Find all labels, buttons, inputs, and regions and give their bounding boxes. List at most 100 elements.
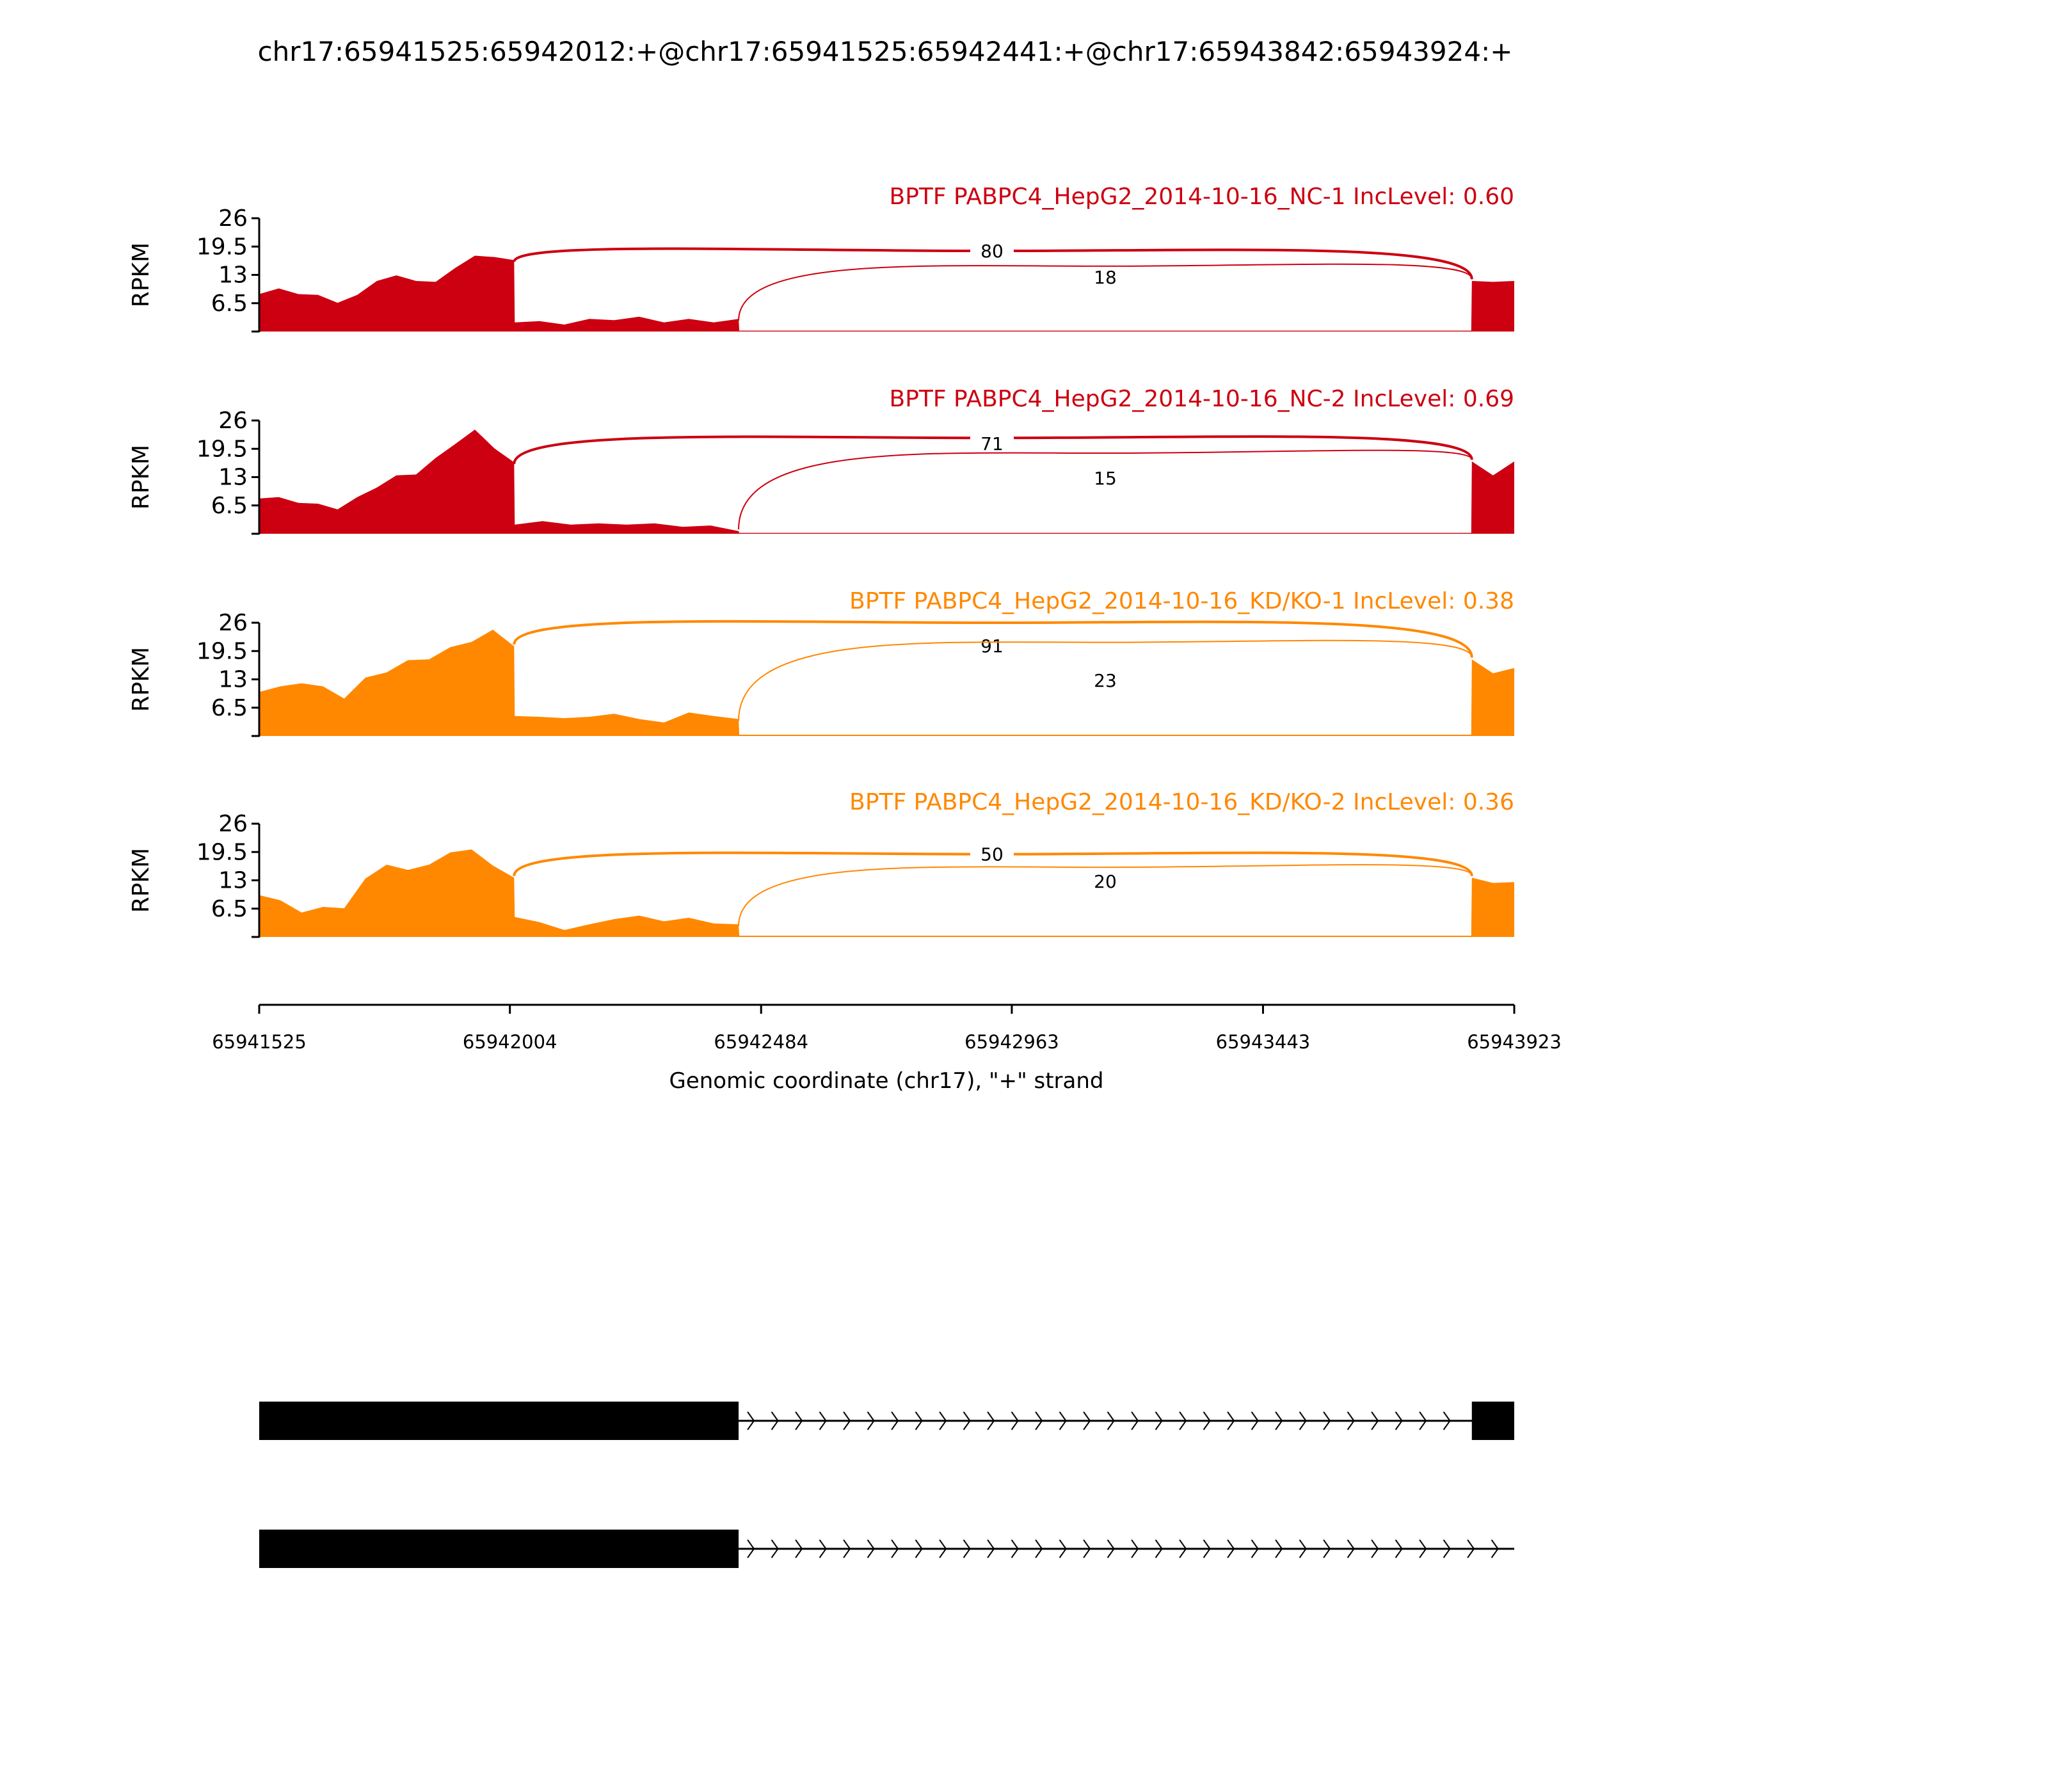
strand-arrow bbox=[1035, 1539, 1043, 1558]
sample-panel-2: 71 15 BPTF PABPC4_HepG2_2014-10-16_NC-2 In… bbox=[128, 386, 1514, 535]
coverage-area bbox=[259, 429, 1514, 534]
strand-arrow bbox=[891, 1411, 899, 1430]
strand-arrow bbox=[795, 1539, 803, 1558]
junction-label-bg bbox=[1084, 670, 1127, 691]
x-tick-label: 65943923 bbox=[1467, 1031, 1562, 1053]
junction-arc bbox=[513, 620, 1473, 658]
strand-arrow bbox=[1227, 1411, 1235, 1430]
y-tick-label: 19.5 bbox=[196, 234, 248, 260]
strand-arrow bbox=[963, 1539, 971, 1558]
strand-arrow bbox=[819, 1411, 827, 1430]
strand-arrow bbox=[1179, 1411, 1187, 1430]
x-tick-label: 65942004 bbox=[463, 1031, 557, 1053]
junction-label-bg bbox=[970, 636, 1014, 656]
strand-arrow bbox=[1395, 1411, 1403, 1430]
strand-arrow bbox=[1419, 1411, 1427, 1430]
strand-arrow bbox=[1227, 1539, 1235, 1558]
junction-arc bbox=[738, 449, 1473, 530]
strand-arrow bbox=[891, 1539, 899, 1558]
junction-label-bg bbox=[1084, 266, 1127, 287]
strand-arrow bbox=[747, 1539, 755, 1558]
strand-arrow bbox=[1491, 1539, 1499, 1558]
y-tick-label: 26 bbox=[218, 408, 248, 434]
strand-arrow bbox=[1419, 1539, 1427, 1558]
junction-arc bbox=[738, 639, 1473, 721]
strand-arrow bbox=[1155, 1539, 1163, 1558]
y-tick-label: 6.5 bbox=[211, 291, 248, 317]
strand-arrow bbox=[1371, 1539, 1379, 1558]
junction-count-label: 71 bbox=[980, 433, 1004, 454]
junction-count-label: 18 bbox=[1094, 267, 1117, 288]
junction-label-bg bbox=[1084, 871, 1127, 892]
x-tick-label: 65942484 bbox=[714, 1031, 808, 1053]
strand-arrow bbox=[1035, 1411, 1043, 1430]
strand-arrow bbox=[771, 1539, 779, 1558]
y-axis-label: RPKM bbox=[128, 848, 154, 913]
junction-count-label: 50 bbox=[980, 844, 1004, 865]
strand-arrow bbox=[987, 1539, 995, 1558]
exon-block bbox=[259, 1402, 739, 1440]
strand-arrow bbox=[1059, 1539, 1067, 1558]
strand-arrow bbox=[1011, 1539, 1019, 1558]
strand-arrow bbox=[1059, 1411, 1067, 1430]
y-tick-label: 19.5 bbox=[196, 436, 248, 462]
y-tick-label: 26 bbox=[218, 205, 248, 232]
junction-count-label: 23 bbox=[1094, 670, 1117, 691]
coverage-area bbox=[259, 849, 1514, 937]
x-tick-label: 65943443 bbox=[1216, 1031, 1311, 1053]
x-axis-label: Genomic coordinate (chr17), "+" strand bbox=[669, 1068, 1103, 1094]
y-tick-label: 13 bbox=[218, 868, 248, 894]
strand-arrow bbox=[1083, 1411, 1091, 1430]
strand-arrow bbox=[1347, 1539, 1355, 1558]
junction-count-label: 20 bbox=[1094, 871, 1117, 892]
strand-arrow bbox=[843, 1539, 851, 1558]
junction-arc bbox=[738, 263, 1473, 321]
strand-arrow bbox=[1323, 1539, 1331, 1558]
x-tick-label: 65941525 bbox=[212, 1031, 307, 1053]
strand-arrow bbox=[1131, 1411, 1139, 1430]
x-tick-label: 65942963 bbox=[964, 1031, 1059, 1053]
strand-arrow bbox=[1251, 1539, 1259, 1558]
strand-arrow bbox=[1107, 1411, 1115, 1430]
strand-arrow bbox=[1323, 1411, 1331, 1430]
coverage-area bbox=[259, 255, 1514, 332]
junction-count-label: 15 bbox=[1094, 468, 1117, 489]
strand-arrow bbox=[843, 1411, 851, 1430]
transcript-1 bbox=[259, 1402, 1514, 1440]
transcript-2 bbox=[259, 1530, 1514, 1568]
strand-arrow bbox=[1299, 1411, 1307, 1430]
strand-arrow bbox=[1203, 1411, 1211, 1430]
strand-arrow bbox=[1443, 1539, 1451, 1558]
y-axis-label: RPKM bbox=[128, 243, 154, 307]
strand-arrow bbox=[795, 1411, 803, 1430]
strand-arrow bbox=[939, 1411, 947, 1430]
strand-arrow bbox=[867, 1539, 875, 1558]
y-tick-label: 26 bbox=[218, 811, 248, 837]
y-tick-label: 26 bbox=[218, 610, 248, 636]
strand-arrow bbox=[1155, 1411, 1163, 1430]
y-tick-label: 6.5 bbox=[211, 493, 248, 519]
junction-label-bg bbox=[970, 844, 1014, 865]
strand-arrow bbox=[1275, 1539, 1283, 1558]
strand-arrow bbox=[819, 1539, 827, 1558]
strand-arrow bbox=[1395, 1539, 1403, 1558]
strand-arrow bbox=[1107, 1539, 1115, 1558]
strand-arrow bbox=[987, 1411, 995, 1430]
chart-title: chr17:65941525:65942012:+@chr17:65941525… bbox=[258, 36, 1513, 67]
exon-block bbox=[259, 1530, 739, 1568]
y-tick-label: 13 bbox=[218, 465, 248, 491]
y-tick-label: 13 bbox=[218, 667, 248, 693]
strand-arrow bbox=[1251, 1411, 1259, 1430]
junction-label-bg bbox=[1084, 468, 1127, 488]
junction-label-bg bbox=[970, 433, 1014, 454]
strand-arrow bbox=[1131, 1539, 1139, 1558]
y-axis-label: RPKM bbox=[128, 647, 154, 712]
sample-panel-4: 50 20 BPTF PABPC4_HepG2_2014-10-16_KD/KO-2… bbox=[128, 789, 1514, 938]
strand-arrow bbox=[915, 1411, 923, 1430]
strand-arrow bbox=[963, 1411, 971, 1430]
junction-count-label: 91 bbox=[980, 636, 1004, 657]
coverage-area bbox=[259, 629, 1514, 736]
strand-arrow bbox=[939, 1539, 947, 1558]
sample-label: BPTF PABPC4_HepG2_2014-10-16_KD/KO-2 Inc… bbox=[849, 789, 1514, 815]
